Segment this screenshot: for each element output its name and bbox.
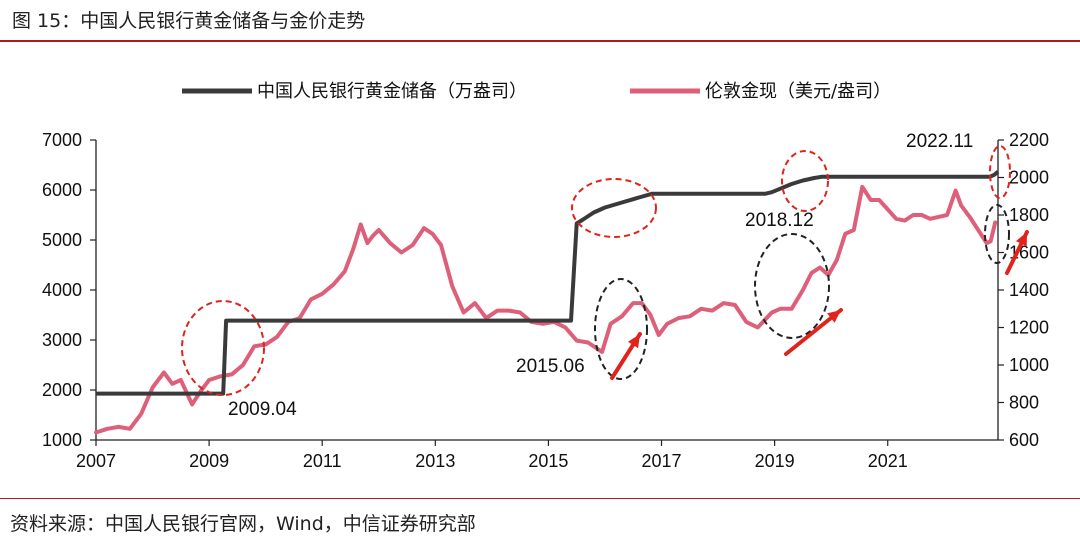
y-left-tick-label: 1000: [42, 430, 82, 450]
annotation-label: 2022.11: [906, 131, 973, 152]
trend-arrow-icon: [610, 332, 642, 380]
x-tick-label: 2021: [868, 451, 908, 471]
trend-arrow-icon: [784, 308, 843, 356]
series-line-gold-reserve: [96, 170, 1000, 396]
x-tick-label: 2011: [303, 451, 342, 471]
y-right-tick-label: 800: [1009, 393, 1039, 413]
legend-label-reserve: 中国人民银行黄金储备（万盎司）: [257, 81, 527, 102]
y-left-tick-label: 4000: [42, 280, 82, 300]
red-dashed-ellipse: [781, 150, 829, 212]
series-line-gold-price: [94, 184, 998, 435]
black-dashed-ellipse: [984, 204, 1010, 264]
black-dashed-ellipse: [754, 233, 830, 339]
figure-title: 图 15：中国人民银行黄金储备与金价走势: [12, 10, 366, 32]
bottom-rule: [0, 498, 1080, 499]
legend: 中国人民银行黄金储备（万盎司） 伦敦金现（美元/盎司）: [182, 81, 891, 102]
trend-arrow-head: [1015, 232, 1027, 247]
annotations: 2009.04 2015.06 2018.12 2022.11: [181, 131, 1029, 420]
annotation-label: 2015.06: [516, 356, 585, 377]
plot-area: [94, 170, 1000, 435]
x-tick-label: 2017: [641, 451, 681, 471]
y-right-tick-label: 1000: [1009, 355, 1049, 375]
red-dashed-ellipse: [181, 300, 265, 396]
x-tick-label: 2009: [189, 451, 229, 471]
x-tick-label: 2019: [755, 451, 795, 471]
annotation-label: 2009.04: [228, 399, 297, 420]
black-dashed-ellipse: [594, 278, 648, 380]
y-right-tick-label: 1200: [1009, 318, 1049, 338]
y-right-tick-label: 2200: [1009, 130, 1049, 150]
trend-arrow-head: [827, 310, 841, 323]
y-right-tick-label: 1800: [1009, 205, 1049, 225]
y-right-tick-label: 2000: [1009, 168, 1049, 188]
y-left-tick-label: 2000: [42, 380, 82, 400]
x-tick-label: 2015: [528, 451, 568, 471]
red-dashed-ellipse: [989, 145, 1011, 199]
y-left-tick-label: 6000: [42, 180, 82, 200]
y-left-tick-label: 3000: [42, 330, 82, 350]
top-rule: [0, 40, 1080, 42]
trend-arrow-icon: [1005, 230, 1029, 275]
trend-arrow-head: [628, 334, 640, 349]
red-dashed-ellipse: [571, 178, 657, 238]
legend-label-gold: 伦敦金现（美元/盎司）: [705, 81, 891, 102]
x-tick-label: 2007: [76, 451, 116, 471]
axes: 1000 2000 3000 4000 5000 6000 7000 600 800 1000 12…: [42, 130, 1049, 471]
y-left-tick-label: 7000: [42, 130, 82, 150]
x-tick-label: 2013: [415, 451, 455, 471]
y-right-tick-label: 1400: [1009, 280, 1049, 300]
chart: 中国人民银行黄金储备（万盎司） 伦敦金现（美元/盎司） 1000 2000 3000…: [42, 81, 1049, 471]
y-left-tick-label: 5000: [42, 230, 82, 250]
y-right-tick-label: 600: [1009, 430, 1039, 450]
annotation-label: 2018.12: [745, 210, 814, 231]
source-note: 资料来源：中国人民银行官网，Wind，中信证券研究部: [10, 513, 476, 535]
